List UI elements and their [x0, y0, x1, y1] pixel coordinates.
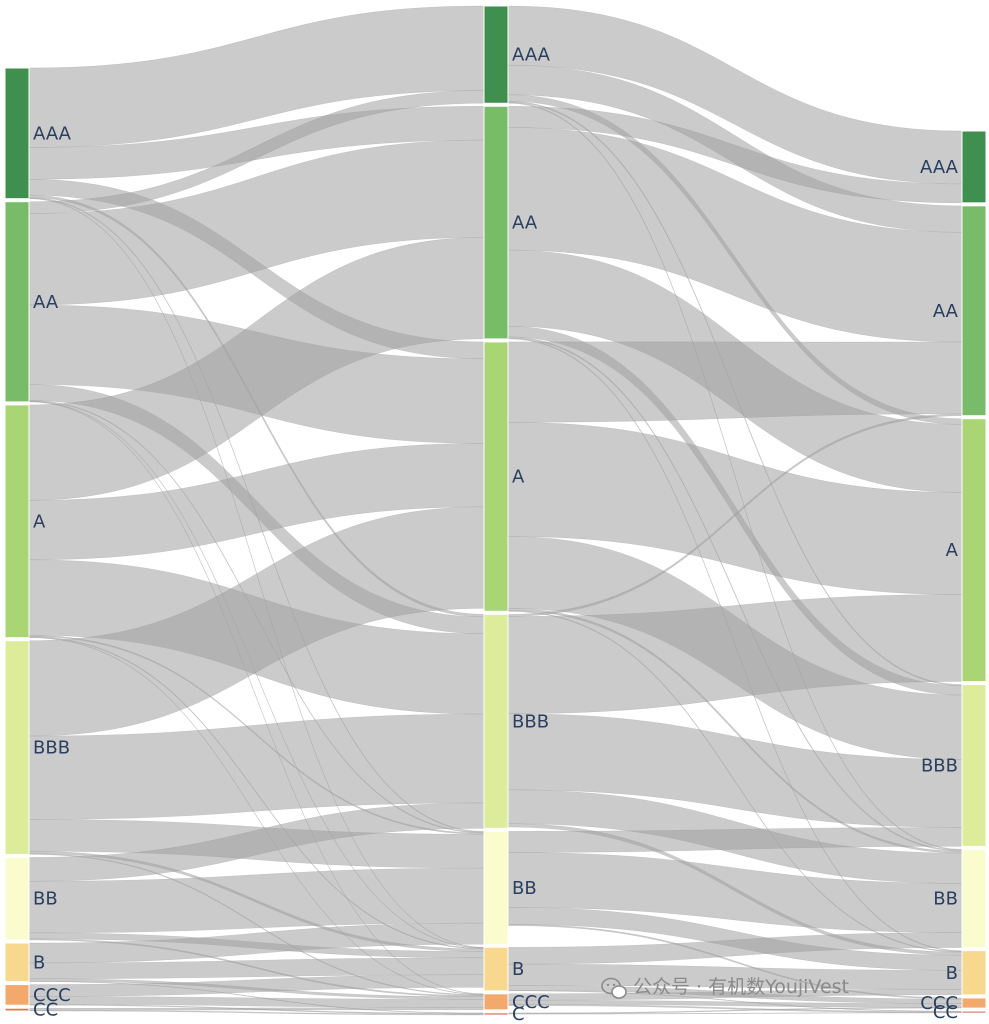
sankey-node-l0-b[interactable]: [4, 942, 30, 983]
sankey-node-label-l0-aaa: AAA: [33, 123, 72, 144]
watermark: 公众号 · 有机数YoujiVest: [601, 976, 849, 999]
sankey-node-l0-a[interactable]: [4, 404, 30, 639]
sankey-node-label-l2-cc: CC: [933, 1002, 958, 1023]
sankey-node-l1-b[interactable]: [483, 946, 509, 992]
sankey-node-label-l2-bb: BB: [933, 889, 958, 910]
sankey-node-label-l1-ccc: CCC: [512, 992, 550, 1013]
sankey-node-label-l2-bbb: BBB: [921, 755, 958, 776]
sankey-node-l1-bb[interactable]: [483, 830, 509, 945]
sankey-node-label-l1-aa: AA: [512, 213, 538, 234]
sankey-node-label-l0-ccc: CCC: [33, 985, 71, 1006]
sankey-node-label-l0-b: B: [33, 952, 45, 973]
sankey-node-l2-b[interactable]: [961, 950, 987, 996]
sankey-node-label-l1-b: B: [512, 959, 524, 980]
sankey-node-l1-aa[interactable]: [483, 105, 509, 340]
sankey-node-label-l1-bbb: BBB: [512, 711, 549, 732]
sankey-node-label-l2-aaa: AAA: [920, 157, 959, 178]
sankey-node-label-l1-aaa: AAA: [512, 45, 551, 66]
sankey-node-l0-cc[interactable]: [4, 1007, 30, 1012]
sankey-node-l0-bbb[interactable]: [4, 640, 30, 855]
sankey-node-l0-aa[interactable]: [4, 201, 30, 403]
sankey-link-l0_cc-to-l1_ccc[interactable]: [28, 1007, 485, 1011]
sankey-link-l0_cc-to-l1_c[interactable]: [28, 1009, 485, 1016]
sankey-links: [28, 5, 963, 1016]
sankey-node-label-l0-a: A: [33, 511, 46, 532]
sankey-node-label-l1-a: A: [512, 467, 525, 488]
sankey-node-l2-bb[interactable]: [961, 848, 987, 949]
sankey-nodes: [4, 5, 987, 1016]
sankey-node-l0-aaa[interactable]: [4, 67, 30, 200]
sankey-node-label-l0-bbb: BBB: [33, 738, 70, 759]
sankey-node-label-l1-c: C: [512, 1004, 525, 1024]
watermark-text: 公众号 · 有机数YoujiVest: [633, 976, 849, 998]
sankey-node-labels: AAAAAABBBBBBCCCCCAAAAAABBBBBBCCCCAAAAAAB…: [33, 45, 959, 1024]
sankey-node-l2-aaa[interactable]: [961, 130, 987, 204]
sankey-node-l2-bbb[interactable]: [961, 684, 987, 847]
sankey-node-label-l2-a: A: [946, 540, 959, 561]
sankey-link-l1_a-to-l2_aa[interactable]: [507, 341, 963, 423]
sankey-node-l2-ccc[interactable]: [961, 997, 987, 1009]
sankey-node-label-l0-cc: CC: [33, 1000, 58, 1021]
sankey-node-l2-a[interactable]: [961, 418, 987, 683]
sankey-node-l1-a[interactable]: [483, 341, 509, 612]
wechat-icon: [601, 977, 627, 999]
sankey-node-l2-aa[interactable]: [961, 205, 987, 417]
sankey-node-label-l2-b: B: [946, 963, 958, 984]
sankey-node-label-l2-aa: AA: [933, 301, 959, 322]
sankey-node-l1-aaa[interactable]: [483, 5, 509, 104]
sankey-node-label-l0-bb: BB: [33, 889, 58, 910]
sankey-node-l0-ccc[interactable]: [4, 984, 30, 1006]
sankey-node-label-l2-ccc: CCC: [920, 993, 958, 1014]
sankey-node-label-l1-bb: BB: [512, 878, 537, 899]
sankey-node-l0-bb[interactable]: [4, 856, 30, 941]
sankey-node-label-l0-aa: AA: [33, 292, 59, 313]
sankey-node-l2-cc[interactable]: [961, 1010, 987, 1014]
sankey-node-l1-c[interactable]: [483, 1012, 509, 1016]
sankey-node-l1-bbb[interactable]: [483, 613, 509, 829]
sankey-link-l1_bb-to-l2_bbb[interactable]: [507, 827, 963, 853]
sankey-node-l1-ccc[interactable]: [483, 993, 509, 1011]
